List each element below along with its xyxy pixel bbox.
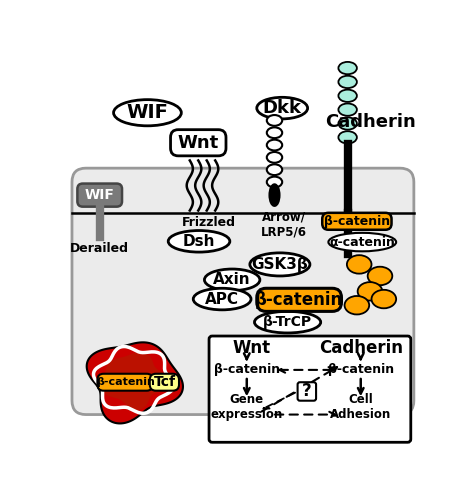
- Text: β-catenin: β-catenin: [324, 215, 390, 228]
- Text: β-TrCP: β-TrCP: [263, 315, 312, 329]
- Text: Wnt: Wnt: [178, 134, 219, 152]
- Text: Frizzled: Frizzled: [182, 216, 236, 228]
- FancyBboxPatch shape: [298, 382, 316, 401]
- Text: Arrow/
LRP5/6: Arrow/ LRP5/6: [261, 210, 307, 238]
- Ellipse shape: [338, 76, 357, 88]
- Ellipse shape: [328, 233, 396, 252]
- Ellipse shape: [368, 267, 392, 285]
- FancyBboxPatch shape: [257, 288, 341, 311]
- Ellipse shape: [255, 311, 321, 333]
- Ellipse shape: [267, 115, 282, 126]
- Ellipse shape: [114, 100, 182, 126]
- Ellipse shape: [267, 140, 282, 150]
- Text: WIF: WIF: [85, 188, 115, 202]
- FancyBboxPatch shape: [97, 374, 153, 391]
- Text: β-catenin: β-catenin: [96, 377, 155, 387]
- PathPatch shape: [87, 343, 183, 424]
- Ellipse shape: [267, 164, 282, 175]
- Ellipse shape: [267, 177, 282, 188]
- Text: Derailed: Derailed: [70, 242, 129, 255]
- Ellipse shape: [347, 255, 372, 274]
- Text: Tcf: Tcf: [154, 375, 175, 389]
- Text: Gene
expression: Gene expression: [210, 393, 283, 421]
- Ellipse shape: [358, 282, 383, 301]
- Ellipse shape: [267, 127, 282, 138]
- Text: Cadherin: Cadherin: [319, 339, 403, 357]
- Ellipse shape: [372, 290, 396, 308]
- Ellipse shape: [345, 296, 369, 314]
- Ellipse shape: [338, 104, 357, 116]
- PathPatch shape: [102, 352, 170, 410]
- Ellipse shape: [338, 90, 357, 102]
- Text: β-catenin: β-catenin: [214, 363, 280, 376]
- Ellipse shape: [270, 184, 280, 206]
- Text: WIF: WIF: [127, 103, 168, 122]
- Ellipse shape: [338, 117, 357, 130]
- Text: GSK3β: GSK3β: [252, 257, 308, 272]
- Ellipse shape: [267, 152, 282, 163]
- Ellipse shape: [338, 131, 357, 143]
- Ellipse shape: [250, 253, 310, 276]
- Ellipse shape: [338, 62, 357, 74]
- Ellipse shape: [193, 288, 251, 310]
- Text: Axin: Axin: [213, 272, 251, 287]
- Ellipse shape: [204, 269, 260, 291]
- Text: β-catenin: β-catenin: [328, 363, 394, 376]
- Text: APC: APC: [205, 292, 239, 306]
- Text: ?: ?: [302, 382, 312, 400]
- Text: Dsh: Dsh: [183, 234, 215, 249]
- Text: Cadherin: Cadherin: [325, 113, 416, 131]
- FancyBboxPatch shape: [322, 213, 392, 230]
- FancyBboxPatch shape: [77, 184, 122, 207]
- FancyBboxPatch shape: [209, 336, 411, 442]
- FancyBboxPatch shape: [150, 374, 179, 391]
- Ellipse shape: [257, 97, 308, 119]
- Ellipse shape: [168, 230, 230, 252]
- Text: Wnt: Wnt: [232, 339, 271, 357]
- FancyBboxPatch shape: [72, 168, 414, 414]
- FancyBboxPatch shape: [171, 130, 226, 156]
- Text: Dkk: Dkk: [263, 99, 301, 117]
- Text: β-catenin: β-catenin: [255, 291, 343, 309]
- Text: α-catenin: α-catenin: [329, 235, 395, 248]
- Text: Cell
Adhesion: Cell Adhesion: [330, 393, 392, 421]
